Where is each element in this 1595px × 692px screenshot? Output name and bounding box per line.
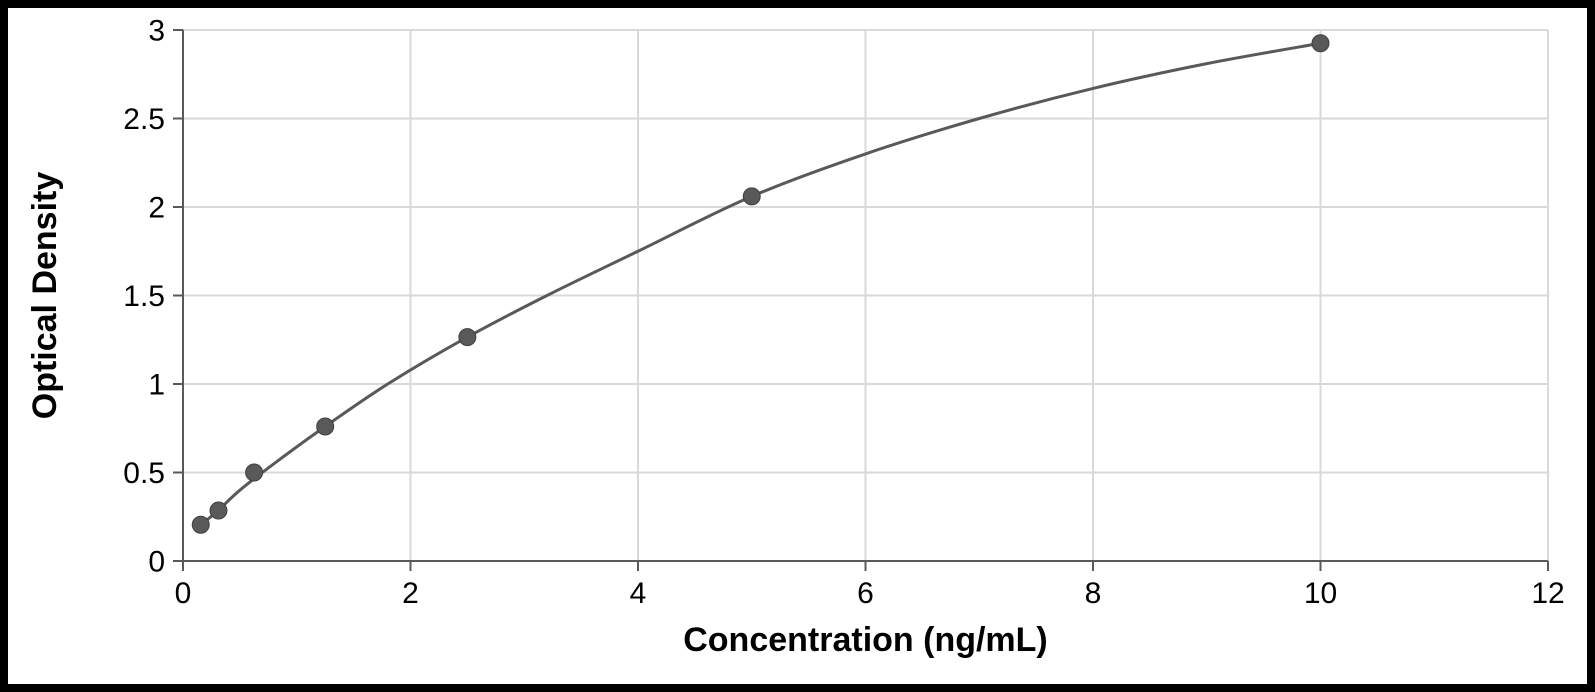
grid-lines xyxy=(183,30,1548,561)
data-points xyxy=(192,35,1329,533)
chart-svg: 0 2 4 6 8 10 12 0 0.5 1 1.5 2 2.5 3 Concentration (ng… xyxy=(8,8,1587,684)
y-tick-label: 1 xyxy=(148,369,165,402)
curve-line xyxy=(201,43,1321,524)
x-tick-label: 8 xyxy=(1085,577,1102,610)
x-tick-label: 10 xyxy=(1304,577,1337,610)
chart-frame: 0 2 4 6 8 10 12 0 0.5 1 1.5 2 2.5 3 Concentration (ng… xyxy=(0,0,1595,692)
y-tick-label: 1.5 xyxy=(123,280,165,313)
x-tick-label: 2 xyxy=(402,577,419,610)
x-tick-label: 6 xyxy=(857,577,874,610)
tick-marks xyxy=(173,30,1548,571)
x-axis-label: Concentration (ng/mL) xyxy=(683,621,1048,659)
x-tick-label: 12 xyxy=(1531,577,1564,610)
y-tick-label: 2.5 xyxy=(123,103,165,136)
x-tick-label: 4 xyxy=(630,577,647,610)
y-tick-label: 0 xyxy=(148,546,165,579)
y-axis-label: Optical Density xyxy=(26,172,64,420)
tick-labels: 0 2 4 6 8 10 12 0 0.5 1 1.5 2 2.5 3 xyxy=(123,15,1564,611)
x-tick-label: 0 xyxy=(175,577,192,610)
y-tick-label: 3 xyxy=(148,15,165,48)
y-tick-label: 0.5 xyxy=(123,457,165,490)
y-tick-label: 2 xyxy=(148,192,165,225)
